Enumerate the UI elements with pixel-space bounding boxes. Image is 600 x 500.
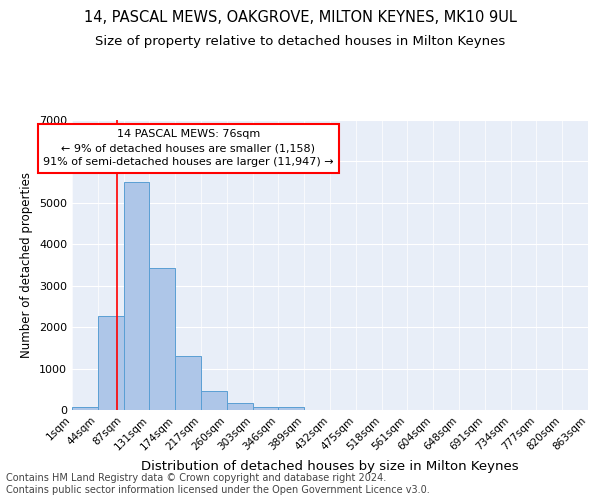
Text: 14 PASCAL MEWS: 76sqm
← 9% of detached houses are smaller (1,158)
91% of semi-de: 14 PASCAL MEWS: 76sqm ← 9% of detached h… xyxy=(43,129,334,167)
Bar xyxy=(201,391,227,410)
Bar xyxy=(72,406,98,410)
Y-axis label: Number of detached properties: Number of detached properties xyxy=(20,172,34,358)
X-axis label: Distribution of detached houses by size in Milton Keynes: Distribution of detached houses by size … xyxy=(141,460,519,473)
Text: Contains HM Land Registry data © Crown copyright and database right 2024.
Contai: Contains HM Land Registry data © Crown c… xyxy=(6,474,430,495)
Bar xyxy=(149,268,175,410)
Bar xyxy=(98,316,124,410)
Text: Size of property relative to detached houses in Milton Keynes: Size of property relative to detached ho… xyxy=(95,35,505,48)
Bar xyxy=(124,182,149,410)
Bar xyxy=(227,404,253,410)
Bar xyxy=(253,406,278,410)
Text: 14, PASCAL MEWS, OAKGROVE, MILTON KEYNES, MK10 9UL: 14, PASCAL MEWS, OAKGROVE, MILTON KEYNES… xyxy=(83,10,517,25)
Bar xyxy=(175,356,201,410)
Bar xyxy=(278,406,304,410)
